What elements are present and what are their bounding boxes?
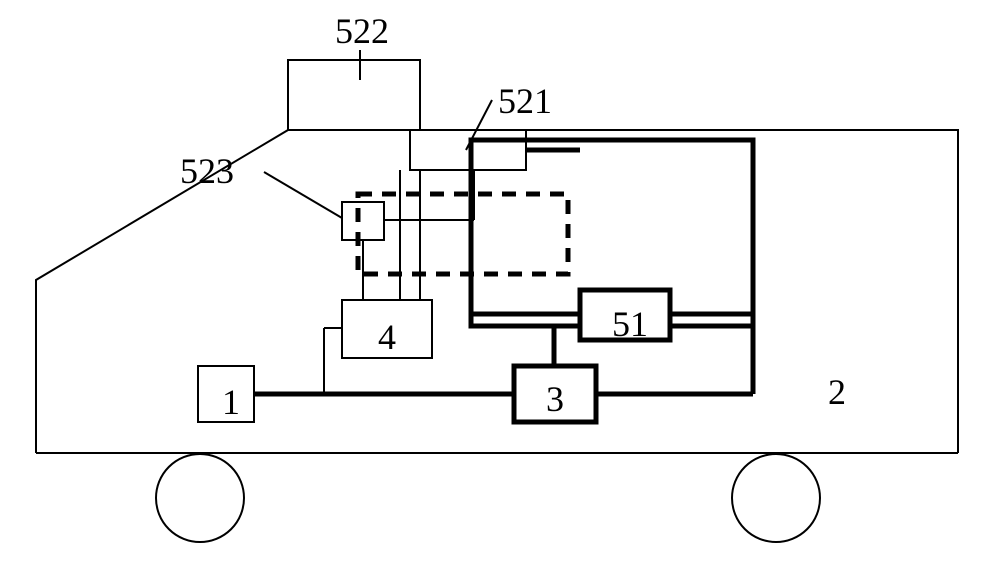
label-l51: 51: [612, 303, 648, 345]
box521: [410, 130, 526, 170]
lead523: [264, 172, 342, 218]
label-l1: 1: [222, 381, 240, 423]
label-l521: 521: [498, 80, 552, 122]
label-l2: 2: [828, 371, 846, 413]
label-l3: 3: [546, 378, 564, 420]
label-l523: 523: [180, 150, 234, 192]
dashed-box: [358, 194, 568, 274]
label-l522: 522: [335, 10, 389, 52]
wheel-1: [156, 454, 244, 542]
wheel-2: [732, 454, 820, 542]
box523: [342, 202, 384, 240]
label-l4: 4: [378, 316, 396, 358]
